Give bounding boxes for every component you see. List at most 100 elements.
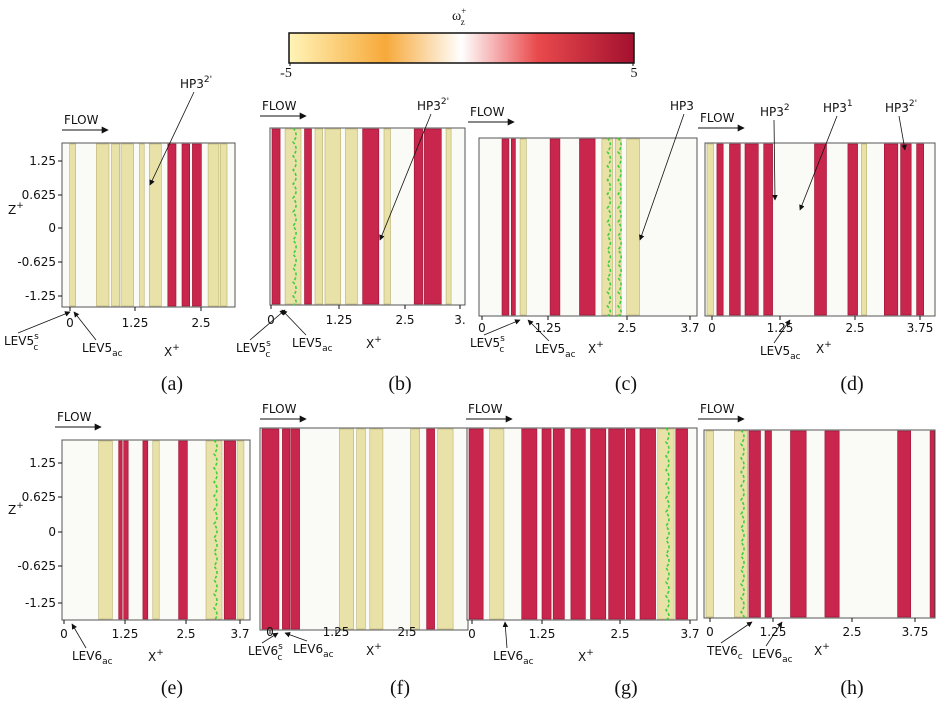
x-tick-label: 3. xyxy=(454,313,465,327)
panel-caption: (c) xyxy=(615,373,637,395)
vortex-tube xyxy=(542,429,551,619)
vortex-tube xyxy=(224,441,235,619)
annotation: LEV5ac xyxy=(760,344,801,362)
x-axis-label-sup: + xyxy=(586,648,594,658)
vortex-tube xyxy=(346,129,358,304)
annotation-base: LEV5 xyxy=(470,336,500,350)
annotation-base: LEV6 xyxy=(752,647,782,661)
annotation-sup: s xyxy=(500,334,505,344)
annotation-base: LEV5 xyxy=(4,334,34,348)
y-axis-label: Z+ xyxy=(8,501,24,517)
annotation-sub: ac xyxy=(523,657,534,667)
annotation: LEV5ac xyxy=(535,342,576,360)
colorbar-label-sub: z xyxy=(461,17,465,27)
x-tick-label: 1.25 xyxy=(529,627,556,641)
vortex-tube xyxy=(884,144,898,315)
x-tick-label: 1.25 xyxy=(122,316,149,330)
x-axis-label-base: X xyxy=(816,342,824,356)
vortex-tube xyxy=(208,144,219,306)
vortex-tube xyxy=(438,429,453,629)
x-tick-label: 1.25 xyxy=(767,321,794,335)
vortex-tube xyxy=(502,139,509,315)
annotation-sub: ac xyxy=(322,344,333,354)
x-axis-label-sup: + xyxy=(156,648,164,658)
annotation-sub: c xyxy=(265,350,270,360)
vortex-tube xyxy=(730,144,741,315)
annotation-base: HP3 xyxy=(417,99,441,113)
annotation-arrow xyxy=(505,622,507,648)
vortex-tube xyxy=(424,129,441,304)
x-axis-label: X+ xyxy=(148,648,164,664)
x-tick-label: 0 xyxy=(478,321,486,335)
annotation-sup: s xyxy=(266,339,271,349)
annotation-arrow xyxy=(282,310,306,335)
annotation-sup: 2' xyxy=(204,75,212,85)
vortex-tube xyxy=(237,441,244,619)
vortex-tube xyxy=(262,429,279,629)
vortex-tube xyxy=(363,129,379,304)
x-tick-label: 3.7 xyxy=(230,627,249,641)
x-tick-label: 3.75 xyxy=(902,625,929,639)
vortex-tube xyxy=(580,139,596,315)
annotation-base: TEV6 xyxy=(706,644,738,658)
annotation: HP3 xyxy=(670,99,694,113)
annotation-sub: ac xyxy=(790,352,801,362)
vortex-tube xyxy=(70,144,76,306)
x-tick-label: 2.5 xyxy=(191,316,210,330)
vortex-tube xyxy=(143,441,148,619)
x-tick-label: 0 xyxy=(66,316,74,330)
annotation-arrow xyxy=(18,312,70,333)
y-tick-label: -1.25 xyxy=(25,289,56,303)
vortex-tube xyxy=(825,431,839,617)
annotation-sub: ac xyxy=(323,650,334,660)
flow-label: FLOW xyxy=(57,410,92,424)
vortex-tube xyxy=(469,429,483,619)
vortex-tube xyxy=(272,129,280,304)
vortex-tube xyxy=(626,429,635,619)
x-tick-label: 1.25 xyxy=(326,313,353,327)
x-axis-label-sup: + xyxy=(374,642,382,652)
annotation: HP32' xyxy=(180,75,212,91)
panel-caption: (h) xyxy=(840,677,863,699)
vortex-tube xyxy=(511,139,515,315)
annotation-sub: c xyxy=(33,343,38,353)
vortex-tube xyxy=(765,431,772,617)
x-axis-label-sup: + xyxy=(822,642,830,652)
vortex-tube xyxy=(658,429,674,619)
vortex-tube xyxy=(764,144,773,315)
annotation-base: LEV5 xyxy=(236,341,266,355)
vortex-tube xyxy=(282,429,289,629)
annotation: HP32 xyxy=(760,103,790,119)
x-tick-label: 1.25 xyxy=(760,625,787,639)
x-tick-label: 2.5 xyxy=(617,321,636,335)
x-axis-label: X+ xyxy=(588,340,604,356)
y-tick-label: 1.25 xyxy=(29,456,56,470)
annotation-base: HP3 xyxy=(180,77,204,91)
annotation-base: LEV5 xyxy=(82,341,112,355)
vortex-tube xyxy=(901,144,912,315)
colorbar-label: ω+z xyxy=(452,6,466,27)
annotation-sup: 2 xyxy=(784,103,790,113)
x-axis-label-base: X xyxy=(588,342,596,356)
colorbar-max: 5 xyxy=(631,66,638,81)
vortex-tube xyxy=(640,429,656,619)
vortex-tube xyxy=(99,441,113,619)
vortex-tube xyxy=(520,139,526,315)
vortex-tube xyxy=(220,144,227,306)
annotation-sub: ac xyxy=(102,657,113,667)
flow-label: FLOW xyxy=(700,402,735,416)
flow-label: FLOW xyxy=(262,402,297,416)
x-axis-label-base: X xyxy=(814,644,822,658)
annotation-sup: s xyxy=(34,332,39,342)
vortex-tube xyxy=(291,429,300,629)
annotation: LEV5ac xyxy=(82,341,123,359)
vortex-tube xyxy=(490,429,504,619)
x-axis-label: X+ xyxy=(366,642,382,658)
vortex-tube xyxy=(706,431,714,617)
annotation-sup: 1 xyxy=(847,99,853,109)
annotation-base: LEV6 xyxy=(493,649,523,663)
vortex-tube xyxy=(446,129,451,304)
annotation-sup: 2' xyxy=(909,99,917,109)
